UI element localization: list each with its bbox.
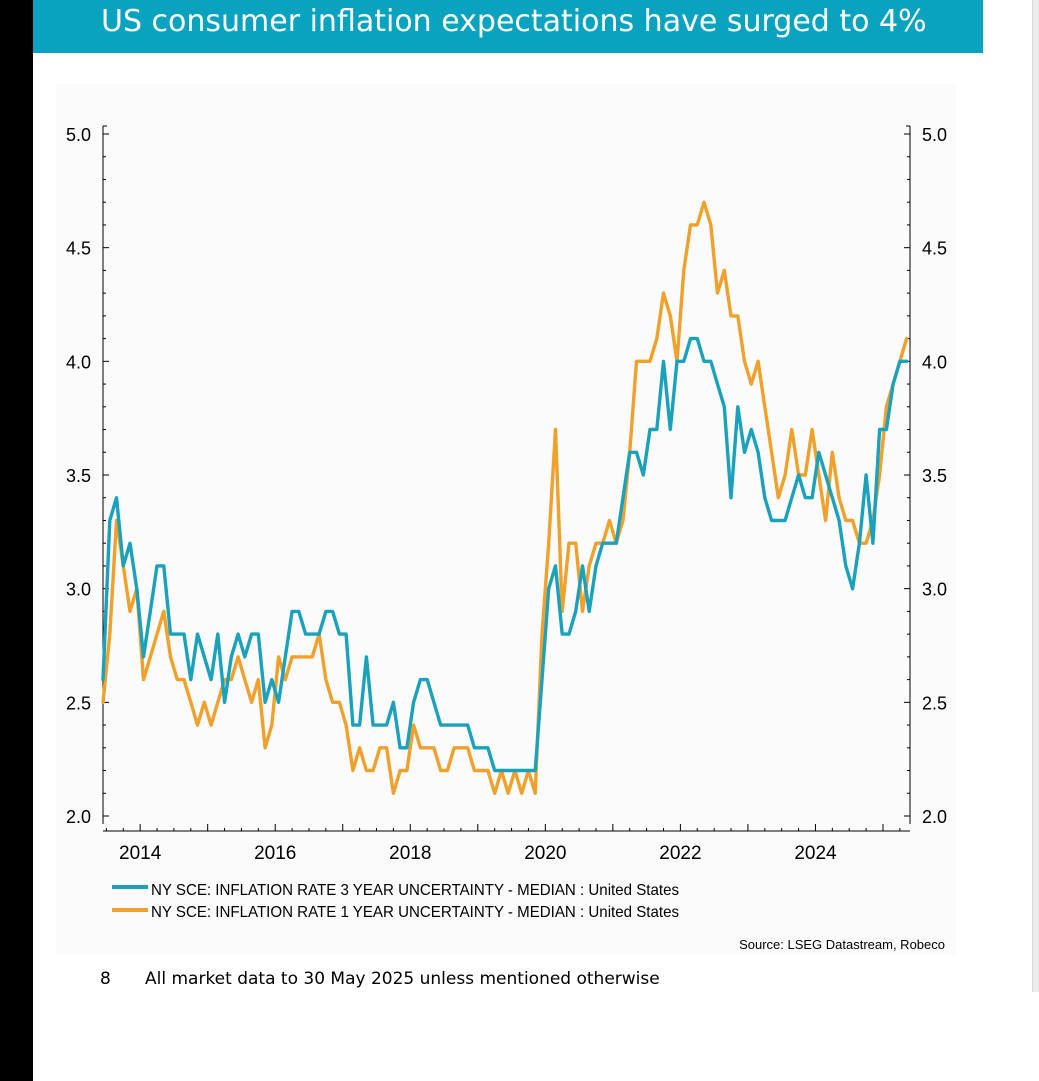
chart-container: 2.0 2.0 2.5 2.5 3.0 3.0 3.5 3.5 4.0 4.0 4.5 4.5 5.0 5… [56,84,956,954]
x-tick-label: 2016 [254,843,296,864]
right-scroll-strip [1032,0,1039,992]
x-tick-label: 2024 [794,843,837,864]
y-tick-label-left: 3.5 [66,466,91,486]
y-tick-label-right: 2.5 [922,693,947,713]
y-tick-label-left: 3.0 [66,580,91,600]
y-tick-label-left: 4.5 [66,239,91,259]
y-tick-label-left: 2.5 [66,693,91,713]
series-line-1y [101,200,909,795]
x-tick-label: 2020 [524,843,566,864]
footer-note: All market data to 30 May 2025 unless me… [145,969,660,989]
left-black-bar [0,0,33,1081]
y-tick-label-right: 4.0 [922,352,947,372]
x-tick-label: 2018 [389,843,431,864]
legend-label-1y: NY SCE: INFLATION RATE 1 YEAR UNCERTAINT… [151,904,679,921]
title-banner: US consumer inflation expectations have … [33,0,983,53]
y-tick-label-right: 5.0 [922,125,947,145]
y-tick-label-right: 4.5 [922,239,947,259]
y-tick-label-left: 2.0 [66,807,91,827]
legend-label-3y: NY SCE: INFLATION RATE 3 YEAR UNCERTAINT… [151,882,679,899]
y-tick-label-right: 2.0 [922,807,947,827]
slide-title: US consumer inflation expectations have … [101,4,927,39]
y-tick-label-right: 3.0 [922,580,947,600]
line-chart: 2.0 2.0 2.5 2.5 3.0 3.0 3.5 3.5 4.0 4.0 4.5 4.5 5.0 5… [66,125,947,952]
chart-source: Source: LSEG Datastream, Robeco [739,937,945,952]
x-tick-label: 2022 [659,843,701,864]
page-number: 8 [100,969,111,989]
x-tick-label: 2014 [119,843,162,864]
series-line-3y [101,336,909,773]
y-tick-label-left: 4.0 [66,352,91,372]
y-tick-label-right: 3.5 [922,466,947,486]
y-tick-label-left: 5.0 [66,125,91,145]
